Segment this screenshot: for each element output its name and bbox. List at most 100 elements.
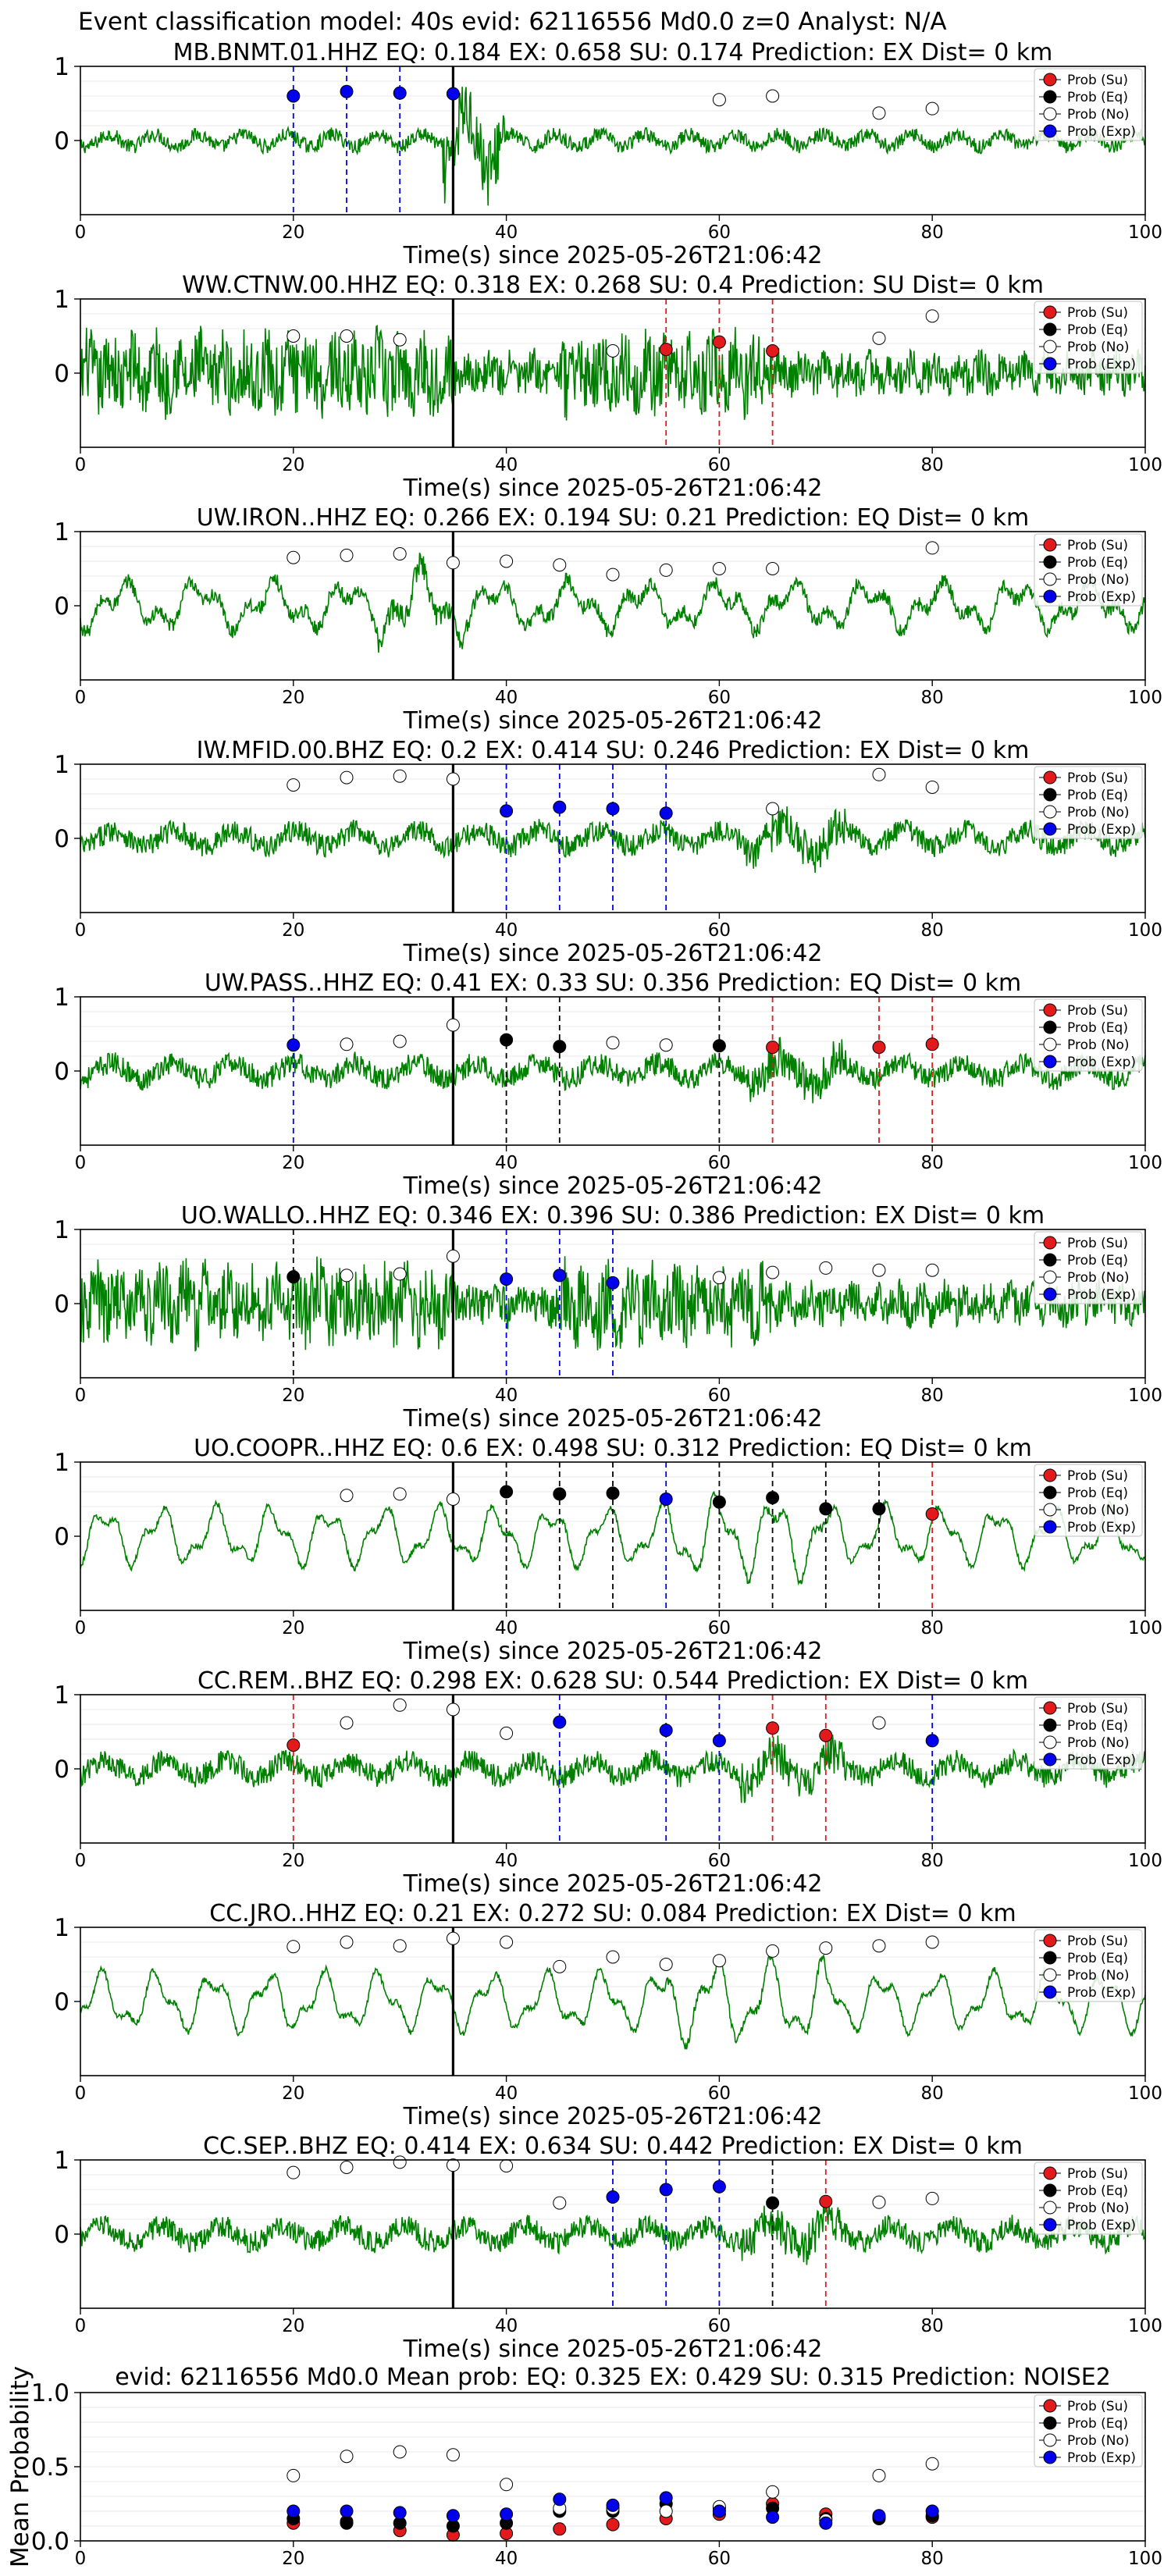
legend-label-no: Prob (No) [1067,2433,1130,2449]
mean-marker-su [606,2517,620,2532]
legend-marker-eq [1043,2183,1057,2197]
legend-marker-no [1043,1270,1057,1284]
xtick-label: 40 [495,222,518,243]
station-panel: CC.REM..BHZ EQ: 0.298 EX: 0.628 SU: 0.54… [54,1667,1162,1898]
ytick-label: 0 [54,1988,69,2016]
prob-marker-no [819,1261,833,1275]
prob-marker-no [500,1726,514,1740]
mean-marker-exp [340,2504,354,2518]
ytick-label: 1 [54,1914,69,1942]
xtick-label: 80 [921,455,944,475]
prob-marker-no [925,309,939,323]
prob-marker-no [872,331,886,345]
ytick-label: 0 [54,1058,69,1086]
mean-marker-exp [819,2516,833,2530]
legend-marker-exp [1043,2450,1057,2464]
legend-label-no: Prob (No) [1067,107,1130,123]
legend-marker-no [1043,2201,1057,2215]
prob-marker-eq [712,1495,726,1509]
station-panel: WW.CTNW.00.HHZ EQ: 0.318 EX: 0.268 SU: 0… [54,272,1162,502]
mean-marker-su [553,2522,567,2536]
figure-suptitle: Event classification model: 40s evid: 62… [78,8,947,36]
prob-marker-eq [500,1033,514,1047]
legend-marker-no [1043,1968,1057,1982]
xtick-label: 100 [1128,455,1162,475]
prob-marker-exp [712,1734,726,1748]
ytick-label: 0 [54,1290,69,1318]
legend-box [1034,2161,1143,2235]
prob-marker-no [446,1931,460,1945]
legend-marker-su [1043,1236,1057,1250]
prob-marker-no [606,1036,620,1050]
xtick-label: 60 [708,1153,731,1173]
xtick-label: 20 [282,2316,304,2336]
prob-marker-su [872,1041,886,1055]
prob-marker-exp [500,804,514,818]
legend-label-eq: Prob (Eq) [1067,322,1128,338]
xtick-label: 80 [921,1386,944,1406]
x-axis-label: Time(s) since 2025-05-26T21:06:42 [403,2336,823,2363]
xtick-label: 40 [495,1851,518,1871]
legend-marker-no [1043,572,1057,586]
x-axis-label: Time(s) since 2025-05-26T21:06:42 [403,1638,823,1665]
xtick-label: 100 [1128,1618,1162,1638]
prob-marker-no [766,1944,780,1958]
legend-box [1034,68,1143,141]
legend-box [1034,998,1143,1072]
mean-marker-no [287,2468,301,2482]
prob-marker-no [712,93,726,107]
xtick-label: 20 [282,688,304,708]
xtick-label: 100 [1128,222,1162,243]
prob-marker-eq [606,1486,620,1500]
prob-marker-no [606,344,620,358]
legend-box [1034,766,1143,839]
ytick-label: 0 [54,1756,69,1784]
xtick-label: 60 [708,688,731,708]
legend-label-su: Prob (Su) [1067,2166,1128,2182]
prob-marker-no [766,1265,780,1279]
prob-marker-no [606,1950,620,1964]
prob-marker-exp [287,1038,301,1052]
mean-marker-no [659,2504,673,2518]
ytick-label: 0.5 [31,2453,69,2482]
prob-marker-no [446,2158,460,2172]
ytick-label: 0 [54,825,69,853]
x-axis-label: Time(s) since 2025-05-26T21:06:42 [403,707,823,735]
prob-marker-no [393,547,407,560]
prob-marker-no [287,778,301,792]
legend-label-exp: Prob (Exp) [1067,2450,1136,2466]
prob-marker-no [712,562,726,575]
prob-marker-su [925,1037,939,1051]
station-panel: UW.PASS..HHZ EQ: 0.41 EX: 0.33 SU: 0.356… [54,970,1162,1200]
prob-marker-eq [766,1491,780,1505]
waveform-trace [80,1735,1146,1803]
mean-marker-exp [606,2498,620,2512]
ytick-label: 1 [54,1681,69,1710]
station-panel: CC.SEP..BHZ EQ: 0.414 EX: 0.634 SU: 0.44… [54,2133,1162,2363]
panels: MB.BNMT.01.HHZ EQ: 0.184 EX: 0.658 SU: 0… [6,39,1162,2569]
legend-label-no: Prob (No) [1067,1503,1130,1518]
prob-marker-exp [340,84,354,98]
xtick-label: 0 [75,455,87,475]
xtick-label: 20 [282,1153,304,1173]
station-panel: UO.WALLO..HHZ EQ: 0.346 EX: 0.396 SU: 0.… [54,1202,1162,1432]
x-axis-label: Time(s) since 2025-05-26T21:06:42 [403,242,823,269]
prob-marker-exp [925,1734,939,1748]
mean-marker-exp [712,2504,726,2518]
prob-marker-exp [606,2190,620,2204]
prob-marker-no [872,1939,886,1953]
mean-marker-no [925,2457,939,2471]
legend-label-eq: Prob (Eq) [1067,1718,1128,1734]
legend-marker-exp [1043,1520,1057,1534]
prob-marker-no [712,1954,726,1968]
waveform-trace [80,1037,1146,1104]
legend-marker-eq [1043,322,1057,336]
legend-box [1034,301,1143,374]
mean-marker-exp [393,2506,407,2520]
prob-marker-no [446,1018,460,1032]
prob-marker-no [446,1703,460,1717]
xtick-label: 0 [75,222,87,243]
mean-marker-no [340,2450,354,2464]
prob-marker-no [553,1959,567,1973]
